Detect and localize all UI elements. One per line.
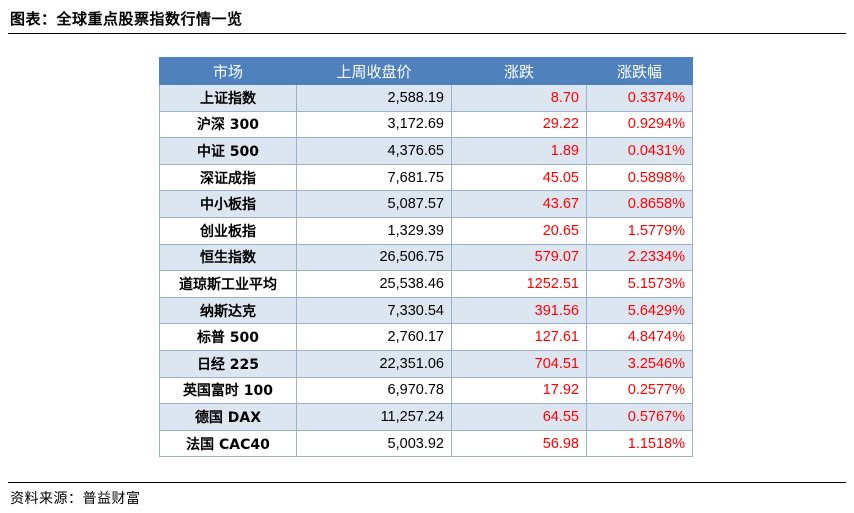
change-value: 391.56 (451, 296, 587, 325)
close-price: 5,003.92 (296, 429, 452, 458)
change-percent: 0.8658% (586, 190, 693, 218)
index-quotes-table: 市场 上周收盘价 涨跌 涨跌幅 上证指数 2,588.19 8.70 0.337… (159, 57, 693, 458)
table-row: 德国 DAX 11,257.24 64.55 0.5767% (159, 403, 693, 431)
market-name: 中证 500 (159, 137, 297, 165)
header-close: 上周收盘价 (296, 57, 452, 85)
figure-title: 图表：全球重点股票指数行情一览 (10, 10, 243, 28)
close-price: 6,970.78 (296, 376, 452, 405)
close-price: 2,760.17 (296, 323, 452, 351)
bottom-divider (8, 482, 846, 483)
change-value: 704.51 (451, 349, 587, 378)
market-name: 标普 500 (159, 323, 297, 351)
market-name: 上证指数 (159, 84, 297, 112)
close-price: 7,330.54 (296, 296, 452, 325)
change-percent: 4.8474% (586, 323, 693, 351)
change-value: 1252.51 (451, 270, 587, 298)
top-divider (8, 33, 846, 34)
table-row: 创业板指 1,329.39 20.65 1.5779% (159, 216, 693, 245)
market-name: 深证成指 (159, 163, 297, 192)
change-value: 20.65 (451, 216, 587, 245)
change-percent: 3.2546% (586, 349, 693, 378)
table-row: 英国富时 100 6,970.78 17.92 0.2577% (159, 376, 693, 405)
change-value: 64.55 (451, 403, 587, 431)
table-row: 日经 225 22,351.06 704.51 3.2546% (159, 349, 693, 378)
close-price: 7,681.75 (296, 163, 452, 192)
table-row: 深证成指 7,681.75 45.05 0.5898% (159, 163, 693, 192)
close-price: 26,506.75 (296, 243, 452, 272)
table-row: 法国 CAC40 5,003.92 56.98 1.1518% (159, 429, 693, 458)
market-name: 沪深 300 (159, 110, 297, 139)
close-price: 25,538.46 (296, 270, 452, 298)
market-name: 创业板指 (159, 216, 297, 245)
close-price: 2,588.19 (296, 84, 452, 112)
change-percent: 1.1518% (586, 429, 693, 458)
table-row: 标普 500 2,760.17 127.61 4.8474% (159, 323, 693, 351)
close-price: 5,087.57 (296, 190, 452, 218)
close-price: 11,257.24 (296, 403, 452, 431)
header-change: 涨跌 (451, 57, 587, 85)
change-percent: 1.5779% (586, 216, 693, 245)
source-note: 资料来源：普益财富 (10, 491, 141, 507)
change-percent: 5.6429% (586, 296, 693, 325)
market-name: 日经 225 (159, 349, 297, 378)
table-row: 恒生指数 26,506.75 579.07 2.2334% (159, 243, 693, 272)
change-value: 17.92 (451, 376, 587, 405)
market-name: 德国 DAX (159, 403, 297, 431)
close-price: 22,351.06 (296, 349, 452, 378)
table-header-row: 市场 上周收盘价 涨跌 涨跌幅 (159, 57, 693, 85)
change-value: 45.05 (451, 163, 587, 192)
table-row: 沪深 300 3,172.69 29.22 0.9294% (159, 110, 693, 139)
change-value: 43.67 (451, 190, 587, 218)
table-row: 中证 500 4,376.65 1.89 0.0431% (159, 137, 693, 165)
change-value: 127.61 (451, 323, 587, 351)
change-percent: 0.5898% (586, 163, 693, 192)
change-value: 579.07 (451, 243, 587, 272)
market-name: 法国 CAC40 (159, 429, 297, 458)
change-percent: 5.1573% (586, 270, 693, 298)
market-name: 纳斯达克 (159, 296, 297, 325)
table-row: 道琼斯工业平均 25,538.46 1252.51 5.1573% (159, 270, 693, 298)
change-percent: 0.9294% (586, 110, 693, 139)
change-percent: 0.2577% (586, 376, 693, 405)
table-row: 纳斯达克 7,330.54 391.56 5.6429% (159, 296, 693, 325)
header-change-pct: 涨跌幅 (586, 57, 693, 85)
change-value: 56.98 (451, 429, 587, 458)
market-name: 中小板指 (159, 190, 297, 218)
change-percent: 0.5767% (586, 403, 693, 431)
header-market: 市场 (159, 57, 297, 85)
table-row: 中小板指 5,087.57 43.67 0.8658% (159, 190, 693, 218)
close-price: 1,329.39 (296, 216, 452, 245)
market-name: 道琼斯工业平均 (159, 270, 297, 298)
market-name: 恒生指数 (159, 243, 297, 272)
change-percent: 0.0431% (586, 137, 693, 165)
close-price: 4,376.65 (296, 137, 452, 165)
change-value: 8.70 (451, 84, 587, 112)
change-percent: 2.2334% (586, 243, 693, 272)
change-percent: 0.3374% (586, 84, 693, 112)
change-value: 1.89 (451, 137, 587, 165)
table-row: 上证指数 2,588.19 8.70 0.3374% (159, 84, 693, 112)
close-price: 3,172.69 (296, 110, 452, 139)
market-name: 英国富时 100 (159, 376, 297, 405)
change-value: 29.22 (451, 110, 587, 139)
